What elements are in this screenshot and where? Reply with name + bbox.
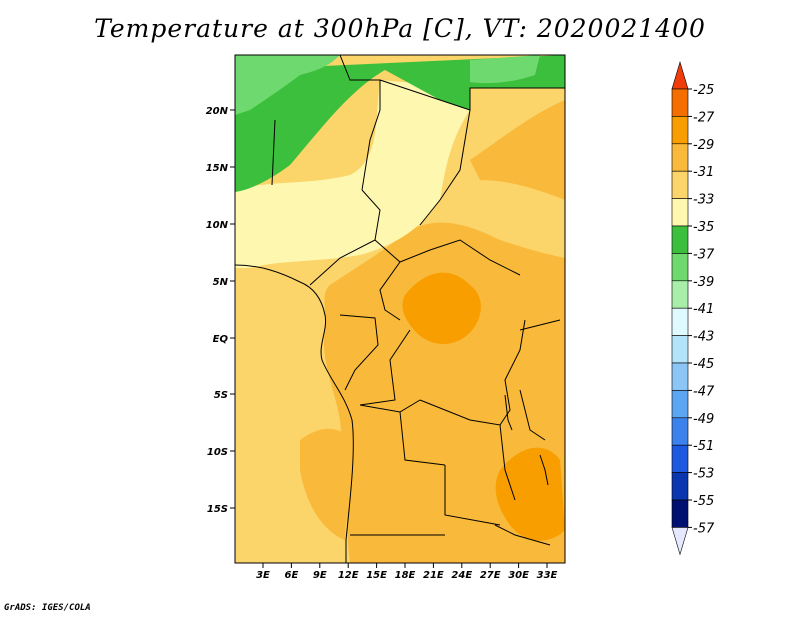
colorbar-segment (671, 170, 689, 199)
colorbar-label: -47 (693, 384, 715, 399)
longitude-axis: 3E 6E 9E 12E 15E 18E 21E 24E 27E 30E 33E (256, 563, 558, 581)
colorbar-segment (671, 499, 689, 528)
field-minus-39 (235, 55, 340, 115)
colorbar-label: -49 (693, 412, 714, 427)
lon-label: 33E (537, 570, 558, 581)
latitude-axis: 20N 15N 10N 5N EQ 5S 10S 15S (206, 106, 235, 515)
plot-frame (234, 54, 566, 564)
colorbar-segment (671, 362, 689, 391)
colorbar-label: -25 (693, 83, 714, 98)
lon-label: 21E (423, 570, 444, 581)
colorbar-segment (671, 88, 689, 117)
grads-credit: GrADS: IGES/COLA (4, 603, 91, 613)
colorbar-label: -31 (693, 165, 714, 180)
coastline (235, 264, 354, 563)
lon-label: 24E (451, 570, 472, 581)
lat-label: 15N (206, 163, 229, 174)
map-title: Temperature at 300hPa [C], VT: 202002140… (94, 14, 706, 43)
lon-label: 3E (256, 570, 270, 581)
colorbar-label: -57 (693, 521, 715, 536)
field-minus-29-southeast (495, 447, 565, 541)
colorbar-label: -27 (693, 110, 715, 125)
lake-shorelines (504, 394, 549, 486)
field-minus-35 (235, 80, 470, 268)
lat-label: 5N (213, 277, 229, 288)
colorbar-segment (671, 198, 689, 227)
colorbar-segment (671, 225, 689, 254)
colorbar-label: -33 (693, 193, 714, 208)
lat-label: 5S (214, 390, 228, 401)
lat-label: 15S (207, 504, 228, 515)
colorbar-label: -35 (693, 220, 714, 235)
colorbar-label: -43 (693, 330, 714, 345)
lon-label: 27E (480, 570, 501, 581)
lon-label: 9E (313, 570, 327, 581)
colorbar-segment (671, 116, 689, 145)
colorbar-label: -29 (693, 138, 714, 153)
field-minus-29 (402, 272, 481, 345)
field-minus-37 (235, 55, 565, 192)
colorbar-label: -45 (693, 357, 714, 372)
colorbar-top-arrow (671, 60, 689, 90)
temperature-field (235, 55, 565, 563)
lat-label: 10N (206, 220, 229, 231)
lat-label: EQ (213, 334, 229, 345)
colorbar-label: -53 (693, 467, 714, 482)
colorbar-segment (671, 444, 689, 473)
colorbar-segment (671, 417, 689, 446)
colorbar-label: -51 (693, 439, 714, 454)
lon-label: 6E (285, 570, 299, 581)
colorbar-segment (671, 307, 689, 336)
lat-label: 10S (207, 447, 228, 458)
lon-label: 30E (508, 570, 529, 581)
colorbar-segment (671, 472, 689, 501)
colorbar: -25 -27 -29 -31 -33 -35 -37 -39 -41 -43 -45 -47 -49 -… (671, 60, 715, 556)
colorbar-label: -41 (693, 302, 714, 317)
field-minus-31-southwest (300, 428, 350, 540)
border-lines (271, 55, 565, 546)
country-borders (235, 55, 565, 563)
colorbar-segment (671, 335, 689, 364)
colorbar-segment (671, 390, 689, 419)
colorbar-bottom-arrow (671, 527, 689, 556)
colorbar-segment (671, 143, 689, 172)
lat-label: 20N (206, 106, 229, 117)
lon-label: 15E (366, 570, 387, 581)
colorbar-label: -55 (693, 494, 714, 509)
field-minus-31-northeast (470, 100, 565, 200)
colorbar-label: -39 (693, 275, 714, 290)
lon-label: 18E (395, 570, 416, 581)
colorbar-segment (671, 253, 689, 282)
colorbar-label: -37 (693, 247, 715, 262)
field-minus-39-northeast (470, 55, 540, 84)
colorbar-segment (671, 280, 689, 309)
lon-label: 12E (338, 570, 359, 581)
